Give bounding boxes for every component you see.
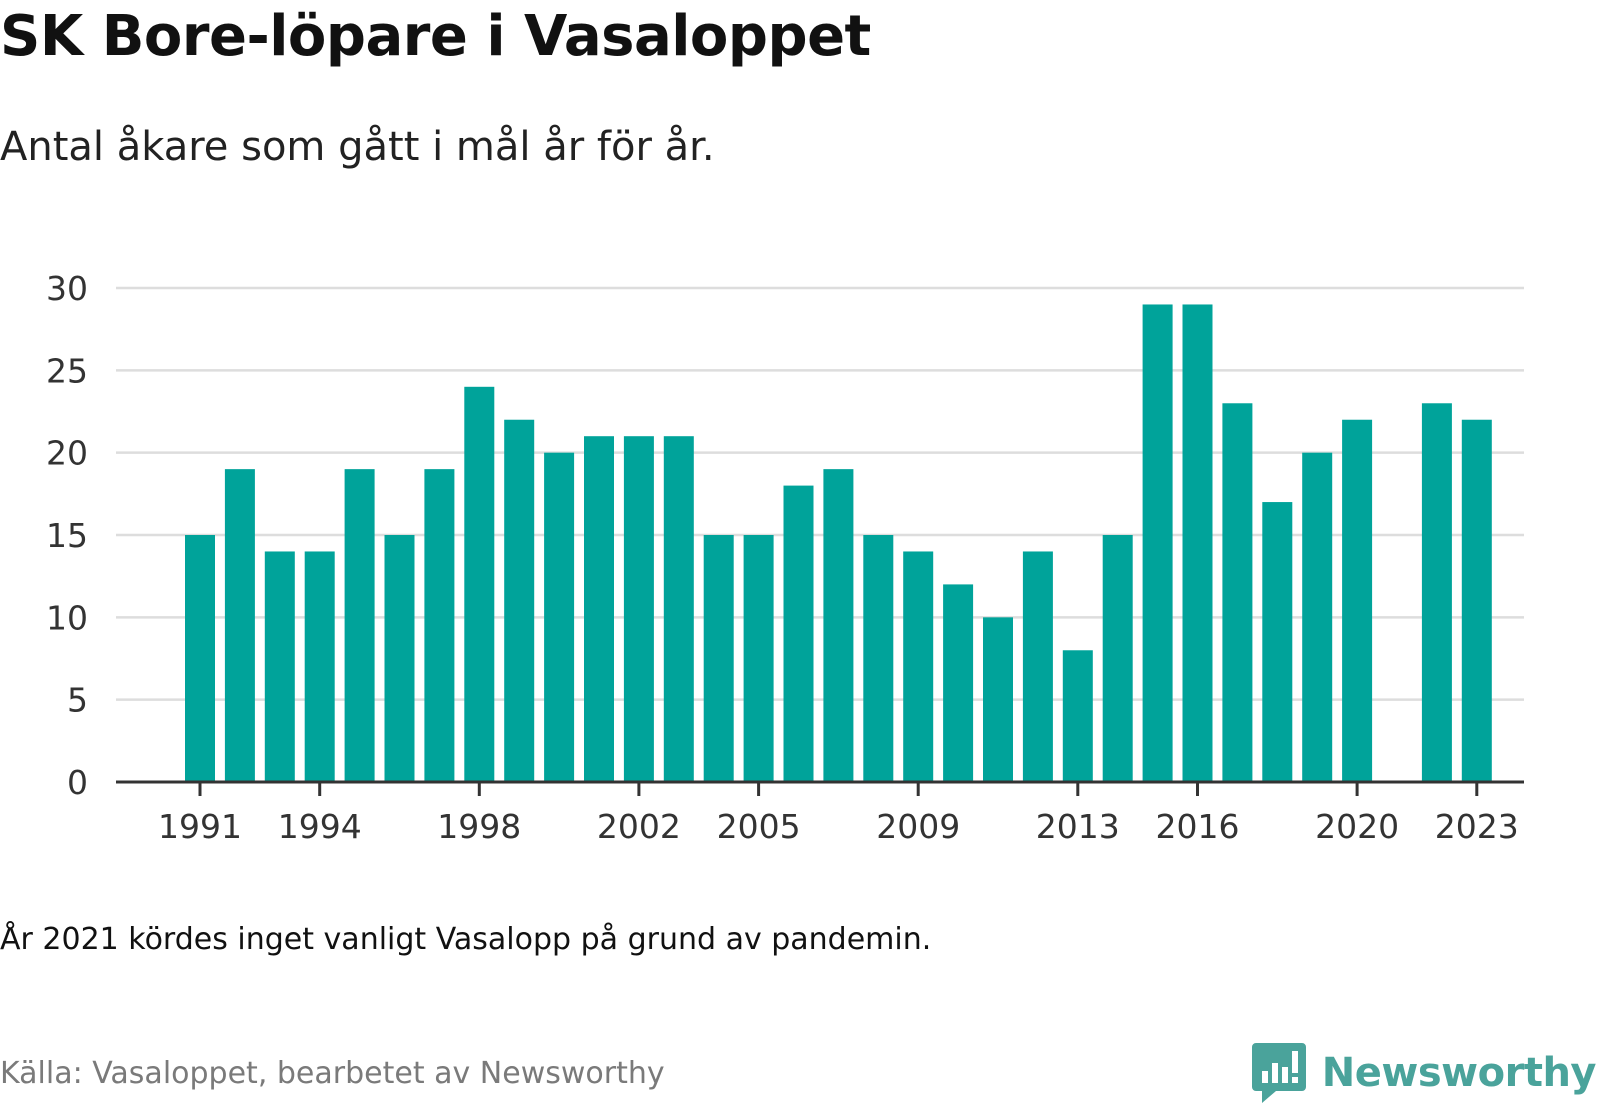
bar-2017 xyxy=(1222,403,1253,782)
y-tick-label: 0 xyxy=(67,763,88,802)
bar-1997 xyxy=(424,469,455,782)
x-tick-label: 1994 xyxy=(278,807,362,846)
brand-logo: Newsworthy xyxy=(1250,1038,1597,1108)
newsworthy-logo-icon xyxy=(1251,1043,1306,1103)
bar-2023 xyxy=(1461,419,1492,782)
bar-2008 xyxy=(863,535,894,782)
chart-subtitle: Antal åkare som gått i mål år för år. xyxy=(0,124,715,170)
x-tick-label: 2016 xyxy=(1156,807,1240,846)
x-axis-labels: 1991 1994 1998 2002 2005 2009 2013 2016 2020 2023 xyxy=(158,807,1519,846)
bar-chart: 0 5 10 15 20 25 30 1991 1994 1998 2002 2005 2009 201… xyxy=(46,269,1524,846)
bars xyxy=(185,304,1492,782)
brand-name: Newsworthy xyxy=(1321,1050,1597,1096)
bar-1993 xyxy=(264,551,295,782)
x-tick-label: 2013 xyxy=(1036,807,1120,846)
bar-2000 xyxy=(544,452,575,782)
bar-1998 xyxy=(464,386,495,782)
bar-2006 xyxy=(783,485,814,782)
y-tick-label: 30 xyxy=(46,269,88,308)
x-tick-label: 2005 xyxy=(717,807,801,846)
bar-2015 xyxy=(1142,304,1173,782)
x-tick-label: 2020 xyxy=(1315,807,1399,846)
y-tick-label: 5 xyxy=(67,681,88,720)
y-tick-label: 15 xyxy=(46,516,88,555)
x-tick-label: 2002 xyxy=(597,807,681,846)
x-tick-label: 2023 xyxy=(1435,807,1519,846)
bar-2001 xyxy=(584,436,614,782)
chart-title: SK Bore-löpare i Vasaloppet xyxy=(0,4,871,69)
bar-1996 xyxy=(384,535,415,782)
bar-2003 xyxy=(663,436,694,782)
x-tick-label: 2009 xyxy=(876,807,960,846)
bar-2011 xyxy=(983,617,1013,782)
bar-2013 xyxy=(1062,650,1093,782)
bar-2007 xyxy=(823,469,854,782)
y-axis-labels: 0 5 10 15 20 25 30 xyxy=(46,269,88,802)
bar-2020 xyxy=(1342,419,1373,782)
x-axis xyxy=(116,780,1524,796)
bar-2010 xyxy=(943,584,974,782)
bar-2014 xyxy=(1102,535,1133,782)
x-tick-label: 1991 xyxy=(158,807,242,846)
bar-1995 xyxy=(344,469,375,782)
bar-1999 xyxy=(504,419,535,782)
x-tick-label: 1998 xyxy=(437,807,521,846)
bar-2004 xyxy=(703,535,734,782)
y-tick-label: 25 xyxy=(46,351,88,390)
bar-1991 xyxy=(185,535,215,782)
bar-2022 xyxy=(1421,403,1452,782)
bar-2012 xyxy=(1022,551,1053,782)
bar-2019 xyxy=(1302,452,1333,782)
source-credit: Källa: Vasaloppet, bearbetet av Newswort… xyxy=(0,1056,665,1091)
footnote: År 2021 kördes inget vanligt Vasalopp på… xyxy=(0,922,932,957)
bar-2009 xyxy=(903,551,934,782)
bar-2016 xyxy=(1182,304,1213,782)
bar-2018 xyxy=(1262,502,1293,782)
bar-1992 xyxy=(224,469,255,782)
bar-2002 xyxy=(623,436,654,782)
bar-1994 xyxy=(304,551,335,782)
y-tick-label: 20 xyxy=(46,434,88,473)
y-tick-label: 10 xyxy=(46,598,88,637)
bar-2005 xyxy=(743,535,774,782)
